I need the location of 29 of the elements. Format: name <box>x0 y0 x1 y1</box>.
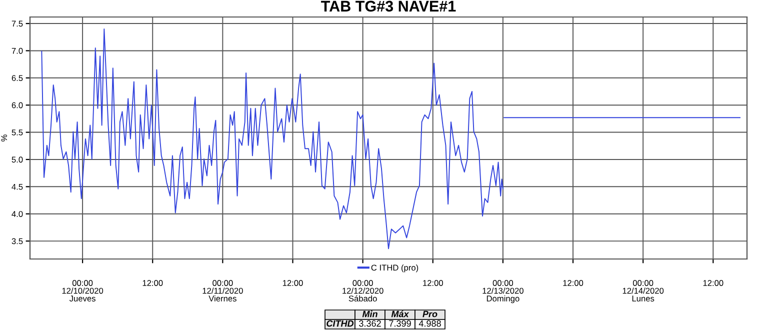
x-tick-label: 00:00 12/10/2020 Jueves <box>62 280 104 302</box>
x-tick-label: 12:00 <box>423 280 443 286</box>
text: Pro <box>422 310 438 318</box>
x-tick-label: 00:00 12/14/2020 Lunes <box>622 280 664 302</box>
x-tick-label: 00:00 12/12/2020 Sábado <box>342 280 384 302</box>
x-tick-label: 12:00 <box>703 280 724 286</box>
x-tick-label: 12:00 <box>282 280 303 286</box>
text: 3.362 <box>359 320 381 327</box>
text: Máx <box>391 310 410 318</box>
y-axis-title: % <box>1 134 8 142</box>
y-tick-label: 6.5 <box>12 75 23 82</box>
text: 4.988 <box>418 320 441 327</box>
x-tick-label: 12:00 <box>563 280 584 286</box>
chart-title: TAB TG#3 NAVE#1 <box>321 0 456 12</box>
x-tick-label: 00:00 12/13/2020 Domingo <box>482 280 524 304</box>
y-tick-label: 4.0 <box>12 211 23 217</box>
y-tick-label: 7.0 <box>12 48 23 54</box>
y-tick-label: 3.5 <box>12 238 23 244</box>
x-tick-label: 12:00 <box>142 280 163 286</box>
y-tick-label: 7.5 <box>12 20 23 27</box>
legend-label: C ITHD (pro) <box>371 264 418 272</box>
x-tick-label: 00:00 12/11/2020 Viernes <box>202 280 243 302</box>
y-tick-label: 4.5 <box>12 184 23 190</box>
y-tick-label: 5.5 <box>12 130 23 136</box>
text: CITHD <box>326 320 354 327</box>
text: Min <box>362 310 378 318</box>
y-tick-label: 5.0 <box>12 156 23 163</box>
text: 7.399 <box>389 320 411 327</box>
y-tick-label: 6.0 <box>12 102 23 108</box>
